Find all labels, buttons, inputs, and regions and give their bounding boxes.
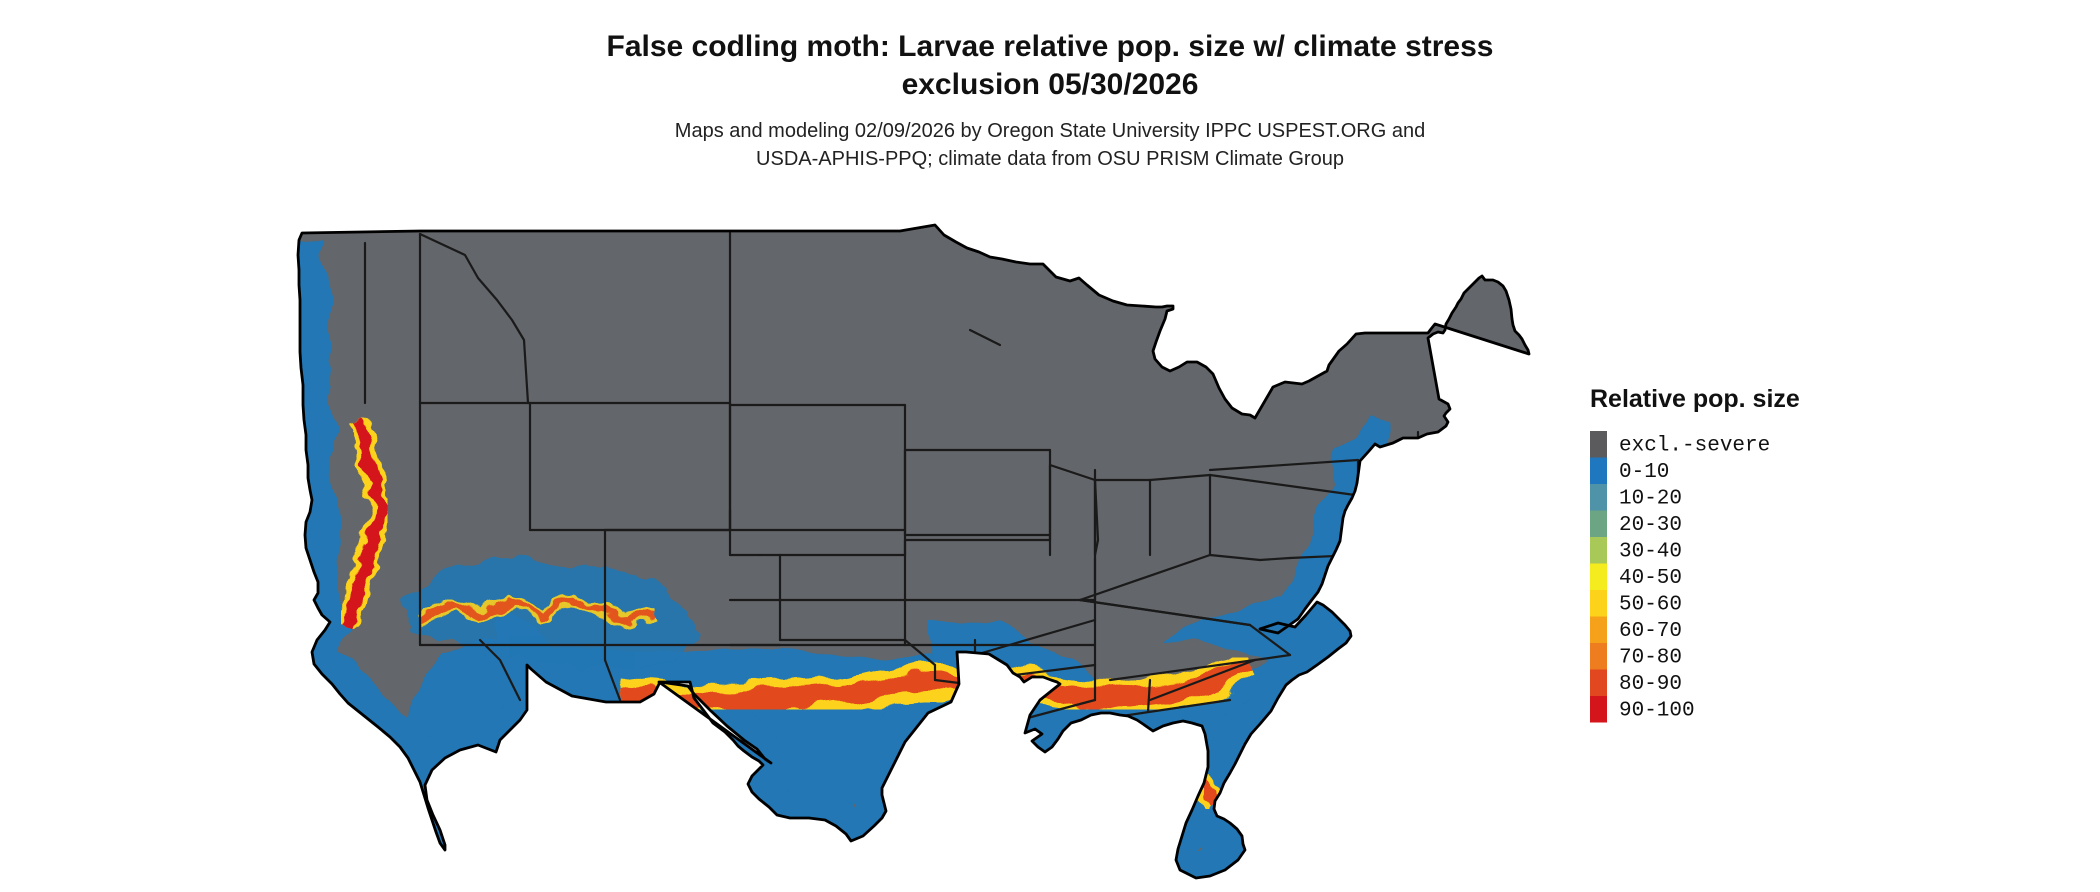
svg-text:Relative pop. size: Relative pop. size [1590, 385, 1800, 413]
svg-text:60-70: 60-70 [1619, 620, 1682, 643]
svg-text:50-60: 50-60 [1619, 594, 1682, 617]
svg-text:40-50: 40-50 [1619, 567, 1682, 590]
svg-text:80-90: 80-90 [1619, 673, 1682, 696]
svg-text:0-10: 0-10 [1619, 461, 1669, 484]
svg-text:70-80: 70-80 [1619, 647, 1682, 670]
svg-text:90-100: 90-100 [1619, 700, 1695, 723]
svg-text:20-30: 20-30 [1619, 514, 1682, 537]
svg-text:30-40: 30-40 [1619, 541, 1682, 564]
svg-text:excl.-severe: excl.-severe [1619, 435, 1770, 458]
svg-text:10-20: 10-20 [1619, 488, 1682, 511]
